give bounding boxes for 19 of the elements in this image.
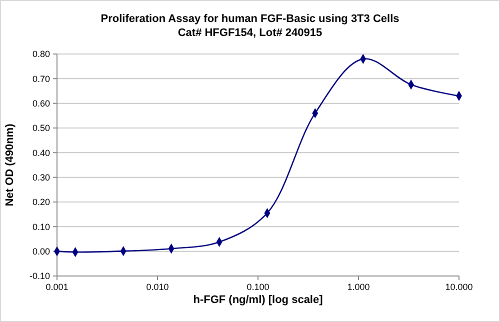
- y-tick-label: 0.60: [32, 98, 50, 108]
- chart-title: Proliferation Assay for human FGF-Basic using 3T3 Cells: [100, 13, 400, 25]
- y-tick-label: 0.10: [32, 222, 50, 232]
- x-tick-label: 0.100: [246, 282, 270, 292]
- y-tick-label: 0.70: [32, 74, 50, 84]
- x-axis-title: h-FGF (ng/ml) [log scale]: [193, 294, 324, 306]
- y-tick-label: 0.50: [32, 123, 50, 134]
- x-tick-label: 10.000: [445, 282, 473, 292]
- y-tick-label: 0.80: [32, 49, 50, 60]
- y-axis-title: Net OD (490nm): [4, 123, 16, 206]
- y-tick-label: 0.40: [32, 148, 50, 158]
- y-tick-label: -0.10: [29, 271, 50, 282]
- x-tick-label: 0.010: [146, 282, 169, 292]
- x-tick-label: 1.000: [347, 282, 370, 292]
- y-tick-label: 0.20: [32, 197, 50, 208]
- y-tick-label: 0.00: [32, 246, 50, 256]
- chart-subtitle: Cat# HFGF154, Lot# 240915: [178, 27, 322, 39]
- y-tick-label: 0.30: [32, 172, 50, 182]
- x-tick-label: 0.001: [46, 282, 68, 292]
